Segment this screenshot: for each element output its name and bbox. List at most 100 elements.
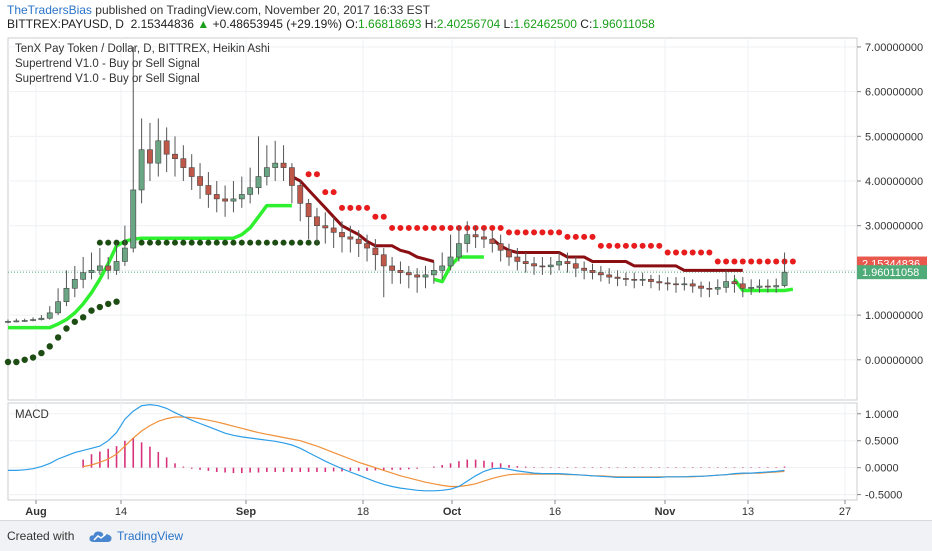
- supertrend-dot-up: [247, 239, 254, 246]
- candle-body: [272, 162, 279, 168]
- supertrend-dot-up: [13, 358, 20, 366]
- candle-body: [389, 265, 395, 271]
- supertrend-dot-down: [497, 224, 504, 231]
- candle-body: [639, 279, 646, 281]
- candle-body: [113, 261, 120, 271]
- supertrend-dot-up: [238, 239, 245, 246]
- supertrend-dot-down: [322, 189, 329, 196]
- macd-label[interactable]: MACD: [15, 409, 49, 421]
- candle-body: [163, 140, 170, 155]
- candle-body: [122, 247, 128, 262]
- symbol: BITTREX:PAYUSD, D: [7, 17, 124, 31]
- supertrend-dot-down: [447, 224, 454, 231]
- open-value: 1.66818693: [358, 17, 422, 31]
- supertrend-dot-down: [430, 224, 437, 231]
- supertrend-dot-down: [664, 249, 671, 256]
- supertrend-dot-down: [723, 258, 730, 265]
- price-pane-frame: [7, 37, 858, 401]
- supertrend-dot-up: [105, 300, 112, 308]
- created-with: Created with: [7, 529, 75, 543]
- supertrend-down-line: [491, 237, 743, 272]
- supertrend-dot-up: [272, 239, 279, 246]
- supertrend-dot-up: [205, 239, 212, 246]
- candle-body: [481, 236, 487, 240]
- time-tick-label: Sep: [236, 506, 256, 518]
- candle-body: [130, 189, 137, 249]
- candle-body: [355, 238, 362, 244]
- candle-body: [105, 265, 112, 271]
- supertrend-dot-down: [748, 258, 755, 265]
- supertrend-dot-down: [380, 213, 387, 220]
- low-value: 1.62462500: [513, 17, 577, 31]
- supertrend-dot-down: [364, 204, 371, 211]
- candle-body: [572, 263, 579, 269]
- supertrend-dot-up: [146, 239, 153, 246]
- candle-body: [63, 287, 70, 302]
- time-tick-label: Nov: [655, 506, 677, 518]
- change: +0.48653945 (+29.19%): [212, 17, 343, 31]
- supertrend-dot-down: [531, 229, 538, 236]
- candle-body: [739, 283, 746, 289]
- supertrend-dot-up: [288, 239, 295, 246]
- indicator-2-label[interactable]: Supertrend V1.0 - Buy or Sell Signal: [15, 73, 200, 85]
- supertrend-dot-up: [297, 239, 304, 246]
- supertrend-dot-down: [581, 233, 588, 240]
- supertrend-dot-down: [656, 242, 663, 249]
- candle-body: [631, 279, 638, 281]
- candle-body: [589, 270, 596, 273]
- price-label-green: [857, 265, 927, 280]
- candle-body: [230, 198, 237, 202]
- supertrend-dot-down: [547, 229, 554, 236]
- supertrend-dot-down: [355, 204, 362, 211]
- supertrend-dot-down: [639, 242, 646, 249]
- candle-body: [405, 272, 412, 276]
- candle-body: [213, 194, 220, 200]
- candle-body: [514, 256, 521, 262]
- candle-body: [731, 281, 738, 285]
- candle-body: [472, 234, 479, 238]
- high-label: H:: [424, 17, 437, 31]
- candle-body: [255, 176, 262, 189]
- time-tick-label: 18: [357, 506, 369, 518]
- tradingview-cloud-icon[interactable]: [88, 527, 114, 545]
- high-value: 2.40256704: [436, 17, 501, 31]
- chart-title: TenX Pay Token / Dollar, D, BITTREX, Hei…: [15, 43, 270, 55]
- supertrend-dot-up: [180, 239, 187, 246]
- candle-body: [205, 185, 212, 195]
- candle-body: [422, 274, 429, 278]
- supertrend-dot-down: [789, 258, 796, 265]
- supertrend-dot-up: [46, 343, 53, 350]
- author-link[interactable]: TheTradersBias: [7, 3, 92, 17]
- macd-tick-label: 0.0000: [865, 463, 899, 475]
- supertrend-dot-up: [155, 239, 162, 246]
- axes: 7.00000000 6.00000000 5.00000000 4.00000000…: [25, 42, 927, 518]
- candle-body: [464, 234, 471, 244]
- supertrend-dot-up: [222, 239, 229, 246]
- candle-body: [71, 279, 78, 289]
- time-tick-label: 13: [742, 506, 754, 518]
- candle-body: [723, 281, 729, 288]
- candle-body: [96, 265, 103, 271]
- supertrend-dot-up: [213, 239, 220, 246]
- candle-body: [397, 270, 404, 273]
- candle-body: [339, 232, 345, 238]
- candle-body: [714, 287, 721, 290]
- supertrend-dot-up: [163, 239, 170, 246]
- supertrend-dot-down: [631, 242, 638, 249]
- tradingview-link[interactable]: TradingView: [117, 529, 184, 543]
- candle-body: [347, 236, 354, 240]
- chart-area[interactable]: 7.00000000 6.00000000 5.00000000 4.00000000…: [0, 32, 932, 520]
- candle-body: [247, 187, 254, 195]
- supertrend-dot-down: [597, 242, 604, 249]
- candle-body: [781, 271, 788, 286]
- price-tick-label: 4.00000000: [865, 176, 923, 188]
- supertrend-dot-down: [731, 258, 738, 265]
- supertrend-dot-down: [556, 229, 563, 236]
- candle-body: [614, 276, 621, 279]
- indicator-1-label[interactable]: Supertrend V1.0 - Buy or Sell Signal: [15, 58, 200, 70]
- candle-body: [497, 243, 504, 251]
- time-tick-label: Oct: [443, 506, 462, 518]
- supertrend-up-line: [8, 203, 292, 330]
- candle-body: [172, 153, 178, 159]
- supertrend-dot-down: [539, 229, 546, 236]
